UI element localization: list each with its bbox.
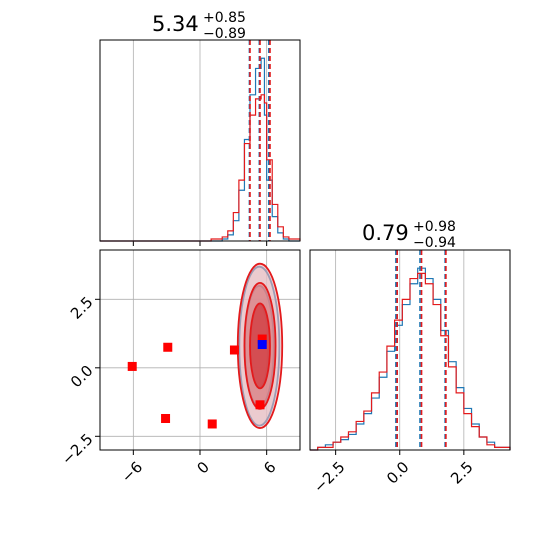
marker-red xyxy=(229,345,239,355)
marker-red xyxy=(161,413,171,423)
y-tick-label: 2.5 xyxy=(67,293,97,323)
marker-red xyxy=(255,400,265,410)
x-tick-label: 0.0 xyxy=(383,458,413,488)
histogram-series-2 xyxy=(310,272,511,451)
title-bottom-right: 0.79 +0.98 −0.94 xyxy=(362,219,456,251)
x-tick-label: 2.5 xyxy=(447,458,477,488)
title-value: 5.34 xyxy=(152,12,199,36)
panel-bottom-right-histogram: −2.5 0.0 2.5 xyxy=(309,249,511,496)
x-tick-label: 0 xyxy=(193,458,212,477)
x-tick-label: −6 xyxy=(118,458,146,486)
marker-red xyxy=(257,334,267,344)
marker-blue xyxy=(257,340,267,350)
axes-frame xyxy=(99,39,301,242)
y-tick-label: 0.0 xyxy=(67,362,97,392)
x-tick-label: 6 xyxy=(260,458,279,477)
panel-bottom-left-scatter: −6 0 6 −2.5 0.0 2.5 xyxy=(58,249,301,486)
title-lower: −0.94 xyxy=(413,235,456,251)
marker-red xyxy=(163,342,173,352)
title-upper: +0.98 xyxy=(413,219,456,235)
panel-top-left-histogram xyxy=(99,39,301,246)
axes-frame xyxy=(99,249,301,451)
title-value: 0.79 xyxy=(362,221,409,245)
title-upper: +0.85 xyxy=(203,10,246,26)
y-tick-label: −2.5 xyxy=(58,430,96,468)
axes-frame xyxy=(309,249,511,451)
marker-red xyxy=(207,419,217,429)
title-lower: −0.89 xyxy=(203,26,246,42)
plot-area xyxy=(100,250,300,450)
title-top-left: 5.34 +0.85 −0.89 xyxy=(152,10,246,42)
marker-red xyxy=(127,361,137,371)
x-tick-label: −2.5 xyxy=(310,458,348,496)
